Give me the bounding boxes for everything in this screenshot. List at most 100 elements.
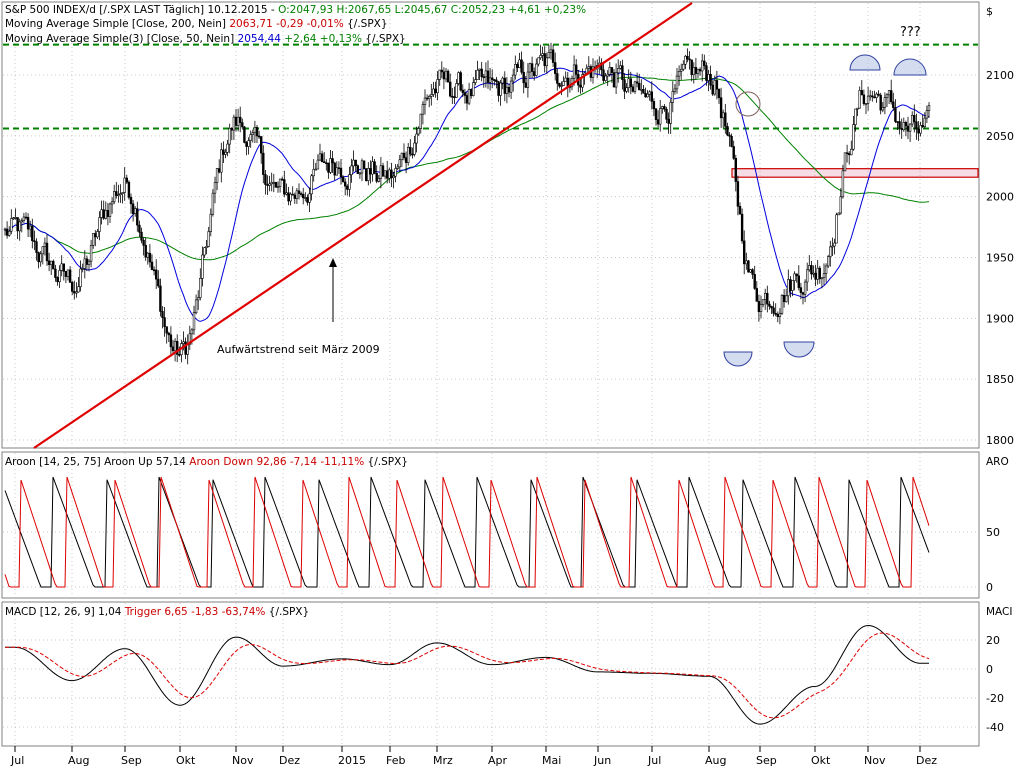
candle-body [717, 88, 721, 98]
aroon-header: Aroon [14, 25, 75] Aroon Up 57,14 Aroon … [5, 456, 408, 468]
candle-body [484, 70, 488, 78]
candle-body [524, 82, 528, 88]
candle-body [604, 75, 607, 81]
candle-body [159, 285, 162, 312]
candle-body [270, 182, 273, 185]
candle-body [665, 108, 668, 120]
candle-body [77, 286, 80, 293]
hdr-macd-part-1: Trigger 6,65 -1,83 -63,74% [124, 606, 266, 618]
candle-body [79, 268, 82, 287]
candle-body [551, 49, 555, 63]
candle-body [211, 192, 215, 215]
candle-body [157, 278, 160, 287]
candle-body [16, 217, 19, 232]
candle-body [883, 97, 887, 108]
candle-body [381, 165, 385, 177]
candle-body [841, 170, 845, 198]
candle-body [644, 92, 647, 98]
candle-body [614, 72, 618, 88]
candle-body [236, 116, 240, 126]
hdr-ma50-part-0: Moving Average Simple(3) [Close, 50, Nei… [5, 33, 238, 45]
candle-body [864, 103, 868, 105]
candle-body [171, 346, 175, 352]
candle-body [92, 233, 95, 246]
candle-body [667, 118, 670, 124]
candle-body [488, 77, 492, 83]
candle-body [81, 268, 84, 270]
macd-grid [3, 603, 978, 745]
candle-body [184, 341, 187, 355]
candle-body [478, 68, 481, 71]
candle-body [136, 208, 139, 226]
candle-body [87, 260, 91, 265]
candle-body [31, 225, 34, 242]
candle-body [285, 192, 288, 195]
candle-body [871, 95, 874, 98]
candle-body [501, 77, 504, 84]
candle-body [54, 268, 57, 278]
candle-body [528, 63, 532, 73]
candle-body [453, 96, 456, 99]
candle-body [218, 168, 221, 173]
candle-body [427, 96, 431, 100]
support-zone-layer [731, 168, 979, 178]
candle-body [45, 242, 49, 262]
candle-body [314, 168, 317, 171]
price-tick-label: 1800 [986, 434, 1014, 447]
candle-body [22, 216, 26, 221]
candle-body [738, 205, 742, 215]
candle-body [908, 123, 912, 132]
candle-body [232, 116, 236, 131]
candle-body [661, 106, 664, 109]
macd-header: MACD [12, 26, 9] 1,04 Trigger 6,65 -1,83… [5, 606, 309, 618]
candle-body [411, 153, 414, 156]
candle-body [320, 153, 324, 162]
hdr-ma200-part-0: Moving Average Simple [Close, 200, Nein] [5, 18, 229, 30]
candle-body [543, 53, 546, 67]
time-tick-label: Nov [864, 754, 886, 767]
candle-body [547, 51, 551, 59]
candle-body [155, 269, 158, 280]
candle-body [673, 88, 677, 92]
candle-body [148, 252, 152, 263]
candle-body [83, 258, 87, 269]
candle-body [889, 90, 893, 103]
candle-body [522, 71, 525, 84]
candle-body [68, 269, 72, 283]
candle-body [837, 212, 840, 216]
candle-body [495, 79, 498, 83]
candle-body [629, 78, 633, 88]
candle-body [465, 95, 469, 104]
candle-body [318, 153, 322, 161]
candle-body [104, 210, 108, 219]
candle-body [331, 158, 334, 164]
candle-body [482, 76, 485, 79]
candle-body [854, 108, 857, 125]
candle-body [228, 127, 231, 145]
candle-body [631, 86, 635, 92]
macd-trigger-line [5, 632, 930, 719]
candle-body [110, 201, 114, 205]
candle-body [390, 169, 393, 179]
candle-body [904, 122, 908, 127]
candle-body [480, 68, 483, 78]
candle-body [176, 340, 179, 355]
candle-body [545, 57, 549, 67]
candle-body [610, 67, 614, 73]
candle-body [451, 95, 454, 98]
candle-body [896, 121, 899, 123]
candle-body [52, 260, 55, 270]
trend-annotation-text: Aufwärtstrend seit März 2009 [217, 343, 380, 356]
candle-body [163, 317, 166, 327]
candle-body [839, 196, 843, 214]
candle-body [98, 217, 101, 232]
candle-body [472, 82, 475, 96]
candle-body [138, 224, 141, 233]
candle-body [274, 181, 278, 188]
candle-body [795, 273, 798, 277]
candle-body [887, 90, 891, 96]
candle-body [847, 153, 851, 156]
arrow-annotation [329, 258, 337, 322]
candle-body [108, 203, 112, 217]
candle-body [129, 197, 133, 205]
